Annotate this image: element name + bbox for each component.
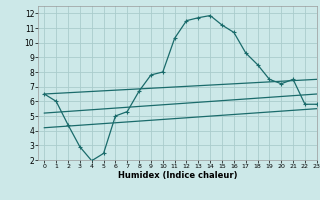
X-axis label: Humidex (Indice chaleur): Humidex (Indice chaleur): [118, 171, 237, 180]
